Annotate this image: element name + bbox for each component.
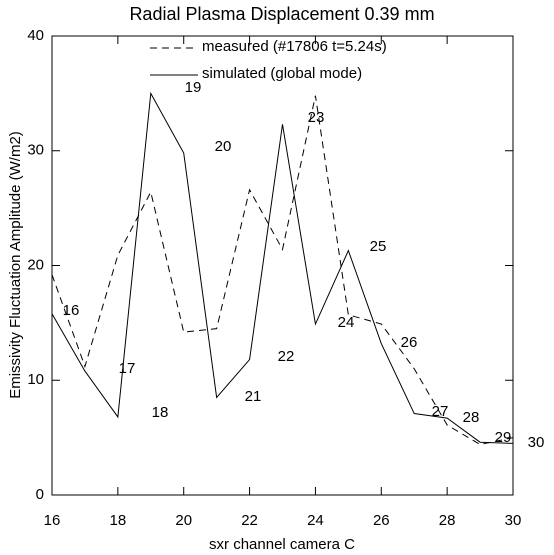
point-label: 30 [528,434,545,451]
legend-label: simulated (global mode) [202,65,362,82]
x-axis-label: sxr channel camera C [209,536,355,553]
point-label: 22 [278,348,295,365]
x-tick-label: 20 [175,512,192,529]
x-tick-label: 30 [505,512,522,529]
series-line [51,91,514,444]
chart-title: Radial Plasma Displacement 0.39 mm [129,4,434,24]
point-label: 17 [119,360,136,377]
point-label: 16 [63,302,80,319]
point-label: 26 [401,334,418,351]
x-tick-label: 26 [373,512,390,529]
point-label: 19 [185,79,202,96]
point-label: 29 [495,429,512,446]
point-label: 20 [215,138,232,155]
y-tick-label: 0 [36,486,44,503]
y-tick-label: 10 [27,371,44,388]
plot-frame [51,35,514,496]
x-tick-label: 22 [241,512,258,529]
legend-label: measured (#17806 t=5.24s) [202,38,387,55]
x-tick-label: 18 [110,512,127,529]
y-axis-label: Emissivity Fluctuation Amplitude (W/m2) [7,131,24,399]
point-label: 27 [432,403,449,420]
series-line [51,95,514,446]
point-label: 23 [308,109,325,126]
y-tick-label: 20 [27,256,44,273]
y-tick-label: 30 [27,142,44,159]
x-tick-label: 24 [307,512,324,529]
x-tick-label: 16 [44,512,61,529]
y-tick-label: 40 [27,27,44,44]
x-tick-label: 28 [439,512,456,529]
point-label: 21 [245,388,262,405]
point-label: 24 [338,314,355,331]
point-label: 28 [463,409,480,426]
point-label: 25 [370,238,387,255]
point-label: 18 [152,404,169,421]
